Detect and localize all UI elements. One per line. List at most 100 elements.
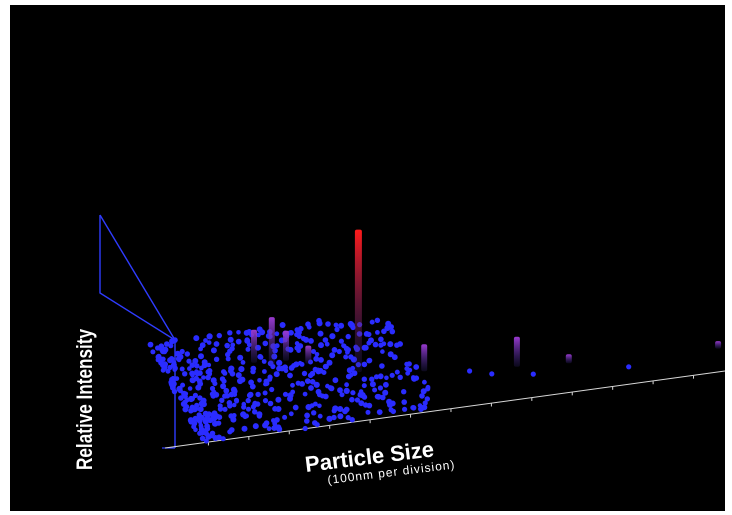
data-point <box>256 411 263 418</box>
data-point <box>325 321 331 327</box>
data-point <box>323 363 329 370</box>
data-point <box>308 338 314 344</box>
intensity-peak <box>513 336 520 367</box>
data-point <box>179 348 185 355</box>
data-point <box>227 330 233 336</box>
data-point <box>379 363 385 369</box>
data-point <box>250 365 257 372</box>
data-point <box>349 417 355 423</box>
data-point <box>305 321 311 328</box>
data-point <box>266 426 272 432</box>
data-point <box>401 389 407 395</box>
data-point <box>365 409 371 415</box>
data-point <box>333 322 339 328</box>
data-point <box>316 317 322 324</box>
data-point <box>420 388 427 395</box>
data-point <box>372 387 378 393</box>
data-point <box>177 388 183 394</box>
data-point <box>334 326 340 333</box>
data-point <box>224 342 230 349</box>
data-point <box>290 382 295 388</box>
data-point <box>220 383 227 390</box>
data-point <box>276 365 282 372</box>
data-point <box>147 341 154 348</box>
data-point <box>314 352 320 357</box>
data-point <box>345 373 352 380</box>
data-point <box>366 340 372 346</box>
data-point <box>171 388 178 395</box>
data-point <box>314 422 320 428</box>
data-point <box>169 382 175 388</box>
data-point <box>343 387 350 394</box>
data-point <box>219 397 225 403</box>
data-point <box>361 361 368 368</box>
data-point <box>256 326 263 333</box>
data-point <box>382 389 389 396</box>
data-point <box>206 411 212 417</box>
data-point <box>189 370 196 377</box>
data-point <box>366 402 373 409</box>
data-point <box>199 365 204 371</box>
data-point <box>373 374 380 380</box>
data-point <box>288 411 294 417</box>
data-point <box>203 338 208 343</box>
data-point <box>229 345 235 352</box>
plot-area: Relative Intensity Particle Size (100nm … <box>10 5 725 511</box>
data-point <box>194 402 200 408</box>
data-point <box>168 356 175 362</box>
data-point <box>228 391 235 398</box>
data-point <box>239 376 246 383</box>
data-point <box>225 351 231 358</box>
data-point <box>405 370 411 376</box>
data-point <box>294 341 300 346</box>
data-point <box>271 425 278 431</box>
data-point <box>389 372 395 378</box>
intensity-peak <box>565 354 572 364</box>
data-point <box>241 401 247 407</box>
data-point <box>178 395 184 401</box>
data-point <box>180 401 187 407</box>
data-point <box>241 425 248 432</box>
data-point <box>261 359 267 364</box>
data-point <box>322 337 329 343</box>
data-point <box>186 358 192 364</box>
data-point <box>394 369 400 375</box>
data-point <box>419 393 425 399</box>
data-point <box>189 408 195 413</box>
data-point <box>187 366 192 371</box>
data-point <box>155 345 161 351</box>
intensity-peak <box>715 341 722 349</box>
data-point <box>211 415 218 422</box>
data-point <box>386 398 393 405</box>
data-point <box>227 403 233 409</box>
data-point <box>197 370 203 376</box>
data-point <box>418 406 424 412</box>
data-point <box>489 371 495 377</box>
data-point <box>307 372 314 379</box>
data-point <box>235 338 242 345</box>
data-point <box>302 391 308 397</box>
data-point <box>174 376 180 381</box>
data-point <box>341 343 347 349</box>
data-point <box>206 362 212 368</box>
data-point <box>231 402 237 408</box>
data-point <box>171 360 177 365</box>
data-point <box>374 317 381 323</box>
data-point <box>401 399 408 405</box>
data-point <box>467 368 473 374</box>
data-point <box>411 375 418 382</box>
data-point <box>360 392 366 398</box>
data-point <box>195 416 201 422</box>
data-point <box>229 371 236 377</box>
data-point <box>182 371 188 377</box>
data-point <box>375 393 382 400</box>
data-point <box>233 397 240 403</box>
data-point <box>369 376 375 382</box>
data-point <box>279 322 286 328</box>
data-point <box>170 376 176 381</box>
data-point <box>229 427 235 433</box>
data-point <box>184 351 190 357</box>
data-point <box>179 366 185 372</box>
data-point <box>209 391 216 397</box>
data-point <box>199 435 206 442</box>
